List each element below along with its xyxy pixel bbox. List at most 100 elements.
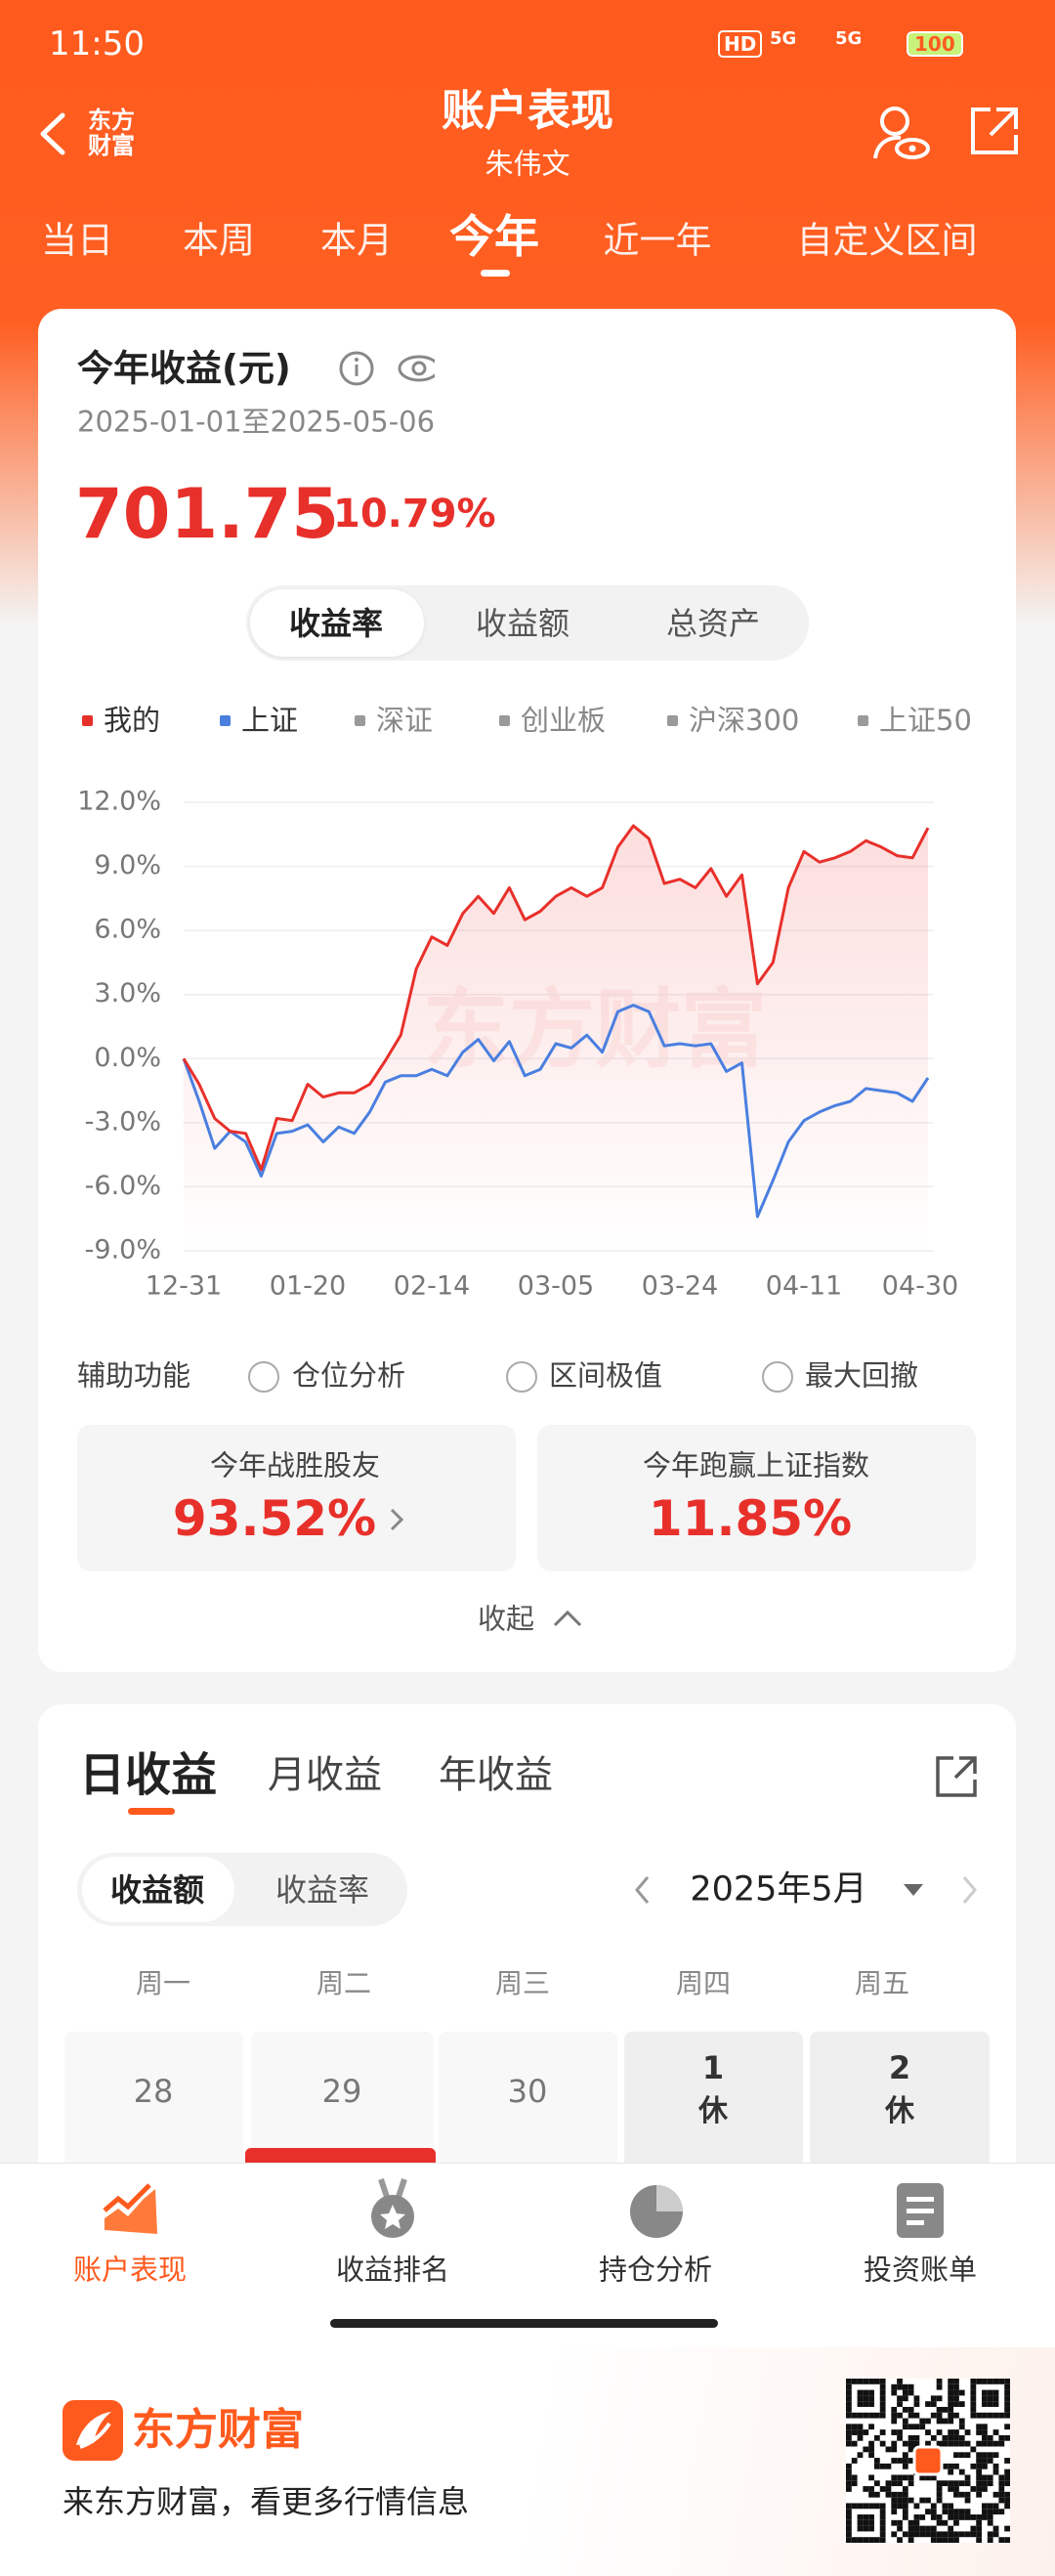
metric-tab[interactable]: 收益额 [475,605,570,642]
qr-module [992,2379,999,2384]
tool-option[interactable]: 最大回撤 [805,1358,919,1393]
stat-box [537,1425,976,1571]
qr-module [868,2519,874,2526]
qr-module [897,2491,903,2498]
qr-module [948,2486,954,2492]
qr-module [1004,2395,1010,2402]
qr-module [879,2440,886,2447]
qr-module [885,2480,892,2487]
qr-module [936,2491,943,2498]
qr-module [942,2440,949,2447]
share-button[interactable] [967,104,1022,158]
qr-module [982,2509,988,2515]
collapse-button[interactable]: 收起 [477,1602,535,1636]
qr-module [948,2469,954,2475]
qr-module [992,2401,999,2407]
qr-module [846,2429,852,2435]
back-button[interactable] [35,109,70,158]
qr-module [919,2474,926,2481]
qr-module [919,2525,926,2532]
legend-label: 上证 [241,704,298,737]
qr-module [958,2418,965,2425]
qr-module [863,2486,869,2492]
radio[interactable] [762,1361,793,1393]
period-tab[interactable]: 近一年 [603,219,712,262]
qr-module [897,2503,903,2510]
radio[interactable] [506,1361,537,1393]
qr-module [942,2480,949,2487]
nav-icon[interactable] [101,2181,161,2238]
status-time: 11:50 [49,24,145,64]
day-cell[interactable] [251,2032,434,2168]
prev-month[interactable] [633,1874,653,1906]
qr-code [846,2379,1010,2543]
export-button[interactable] [934,1754,979,1799]
qr-module [897,2412,903,2419]
daily-tab[interactable]: 年收益 [439,1753,554,1798]
qr-module [964,2480,971,2487]
qr-module [976,2429,983,2435]
qr-module [902,2395,908,2402]
qr-module [891,2458,898,2464]
nav-label[interactable]: 投资账单 [863,2253,978,2287]
nav-label[interactable]: 持仓分析 [598,2253,713,2287]
month-dropdown[interactable] [902,1882,925,1898]
qr-module [953,2519,959,2526]
day-cell[interactable] [439,2032,617,2168]
next-month[interactable] [959,1874,979,1906]
nav-icon[interactable] [895,2181,946,2240]
qr-logo [912,2445,944,2476]
daily-tab[interactable]: 月收益 [268,1753,383,1798]
period-tab[interactable]: 本周 [183,219,255,262]
month-label[interactable]: 2025年5月 [690,1869,867,1910]
qr-module [998,2434,1005,2441]
qr-module [987,2519,993,2526]
day-cell[interactable] [64,2032,243,2168]
qr-module [897,2458,903,2464]
daily-tab-active[interactable]: 日收益 [79,1748,217,1803]
period-tab[interactable]: 自定义区间 [796,219,978,262]
qr-module [873,2458,880,2464]
info-icons[interactable] [337,349,435,388]
qr-module [851,2440,858,2447]
qr-module [846,2514,852,2520]
summary-title: 今年收益(元) [77,347,291,390]
tool-option[interactable]: 区间极值 [549,1358,663,1393]
stat-box[interactable] [77,1425,516,1571]
nav-icon[interactable] [628,2183,685,2240]
qr-module [868,2514,874,2520]
day-cell[interactable] [624,2032,803,2168]
day-note: 休 [885,2094,914,2128]
mode-tab[interactable]: 收益率 [274,1871,370,1909]
mode-tab-active[interactable]: 收益额 [109,1871,205,1909]
tool-option[interactable]: 仓位分析 [292,1358,406,1393]
period-tab[interactable]: 本月 [320,219,393,262]
qr-module [885,2463,892,2469]
radio[interactable] [248,1361,279,1393]
qr-module [953,2412,959,2419]
metric-tab[interactable]: 总资产 [665,605,761,642]
qr-module [953,2486,959,2492]
qr-module [953,2537,959,2543]
metric-tab-active[interactable]: 收益率 [288,605,384,642]
period-tab[interactable]: 当日 [41,219,113,262]
qr-module [891,2429,898,2435]
qr-module [942,2503,949,2510]
qr-module [891,2497,898,2504]
legend-label: 上证50 [879,704,971,737]
qr-module [987,2389,993,2396]
user-view-button[interactable] [869,102,932,164]
qr-module [846,2480,852,2487]
nav-label[interactable]: 收益排名 [335,2253,450,2287]
qr-module [857,2525,864,2532]
day-cell[interactable] [810,2032,990,2168]
qr-module [942,2509,949,2515]
nav-icon[interactable] [367,2177,418,2240]
qr-module [897,2519,903,2526]
qr-module [953,2379,959,2384]
nav-label-active[interactable]: 账户表现 [72,2253,188,2287]
qr-module [925,2474,931,2481]
home-indicator [330,2319,718,2328]
period-tab-active[interactable]: 今年 [449,210,539,263]
